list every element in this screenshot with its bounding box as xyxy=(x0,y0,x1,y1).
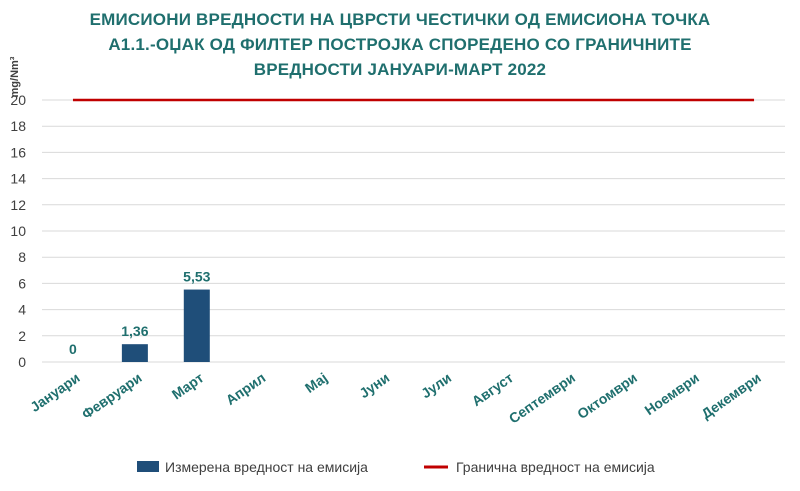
y-tick-label: 4 xyxy=(18,302,26,318)
x-tick-label: Јули xyxy=(418,369,454,401)
x-tick-label: Декември xyxy=(698,369,763,421)
chart-title-line-1: ЕМИСИОНИ ВРЕДНОСТИ НА ЦВРСТИ ЧЕСТИЧКИ ОД… xyxy=(89,10,711,29)
y-tick-label: 6 xyxy=(18,275,26,291)
x-tick-label: Август xyxy=(469,369,516,409)
y-tick-label: 8 xyxy=(18,249,26,265)
x-tick-label: Октомври xyxy=(574,369,640,422)
y-tick-label: 2 xyxy=(18,328,26,344)
x-tick-label: Март xyxy=(169,369,207,402)
data-label: 5,53 xyxy=(183,269,210,285)
y-tick-label: 16 xyxy=(10,144,26,160)
bar xyxy=(183,289,210,362)
x-tick-label: Јуни xyxy=(356,369,392,401)
chart-title-line-3: ВРЕДНОСТИ ЈАНУАРИ-МАРТ 2022 xyxy=(253,60,547,79)
x-tick-label: Февруари xyxy=(79,369,145,422)
bar xyxy=(121,344,148,362)
y-tick-label: 20 xyxy=(10,92,26,108)
data-label: 1,36 xyxy=(121,323,148,339)
x-tick-label: Јануари xyxy=(27,369,83,415)
x-tick-label: Мај xyxy=(302,369,330,396)
legend-label-limit: Гранична вредност на емисија xyxy=(456,459,655,475)
y-axis-label: mg/Nm³ xyxy=(9,56,21,97)
legend-swatch-bar xyxy=(137,461,159,472)
y-tick-label: 18 xyxy=(10,118,26,134)
chart-title-line-2: А1.1.-ОЏАК ОД ФИЛТЕР ПОСТРОЈКА СПОРЕДЕНО… xyxy=(108,35,692,54)
x-tick-label: Април xyxy=(223,369,269,408)
y-tick-label: 10 xyxy=(10,223,26,239)
y-tick-label: 14 xyxy=(10,171,26,187)
x-tick-label: Септември xyxy=(506,369,578,426)
data-label: 0 xyxy=(69,341,77,357)
legend-label-measured: Измерена вредност на емисија xyxy=(165,459,368,475)
y-tick-label: 0 xyxy=(18,354,26,370)
y-tick-label: 12 xyxy=(10,197,26,213)
x-tick-label: Ноември xyxy=(642,369,702,418)
